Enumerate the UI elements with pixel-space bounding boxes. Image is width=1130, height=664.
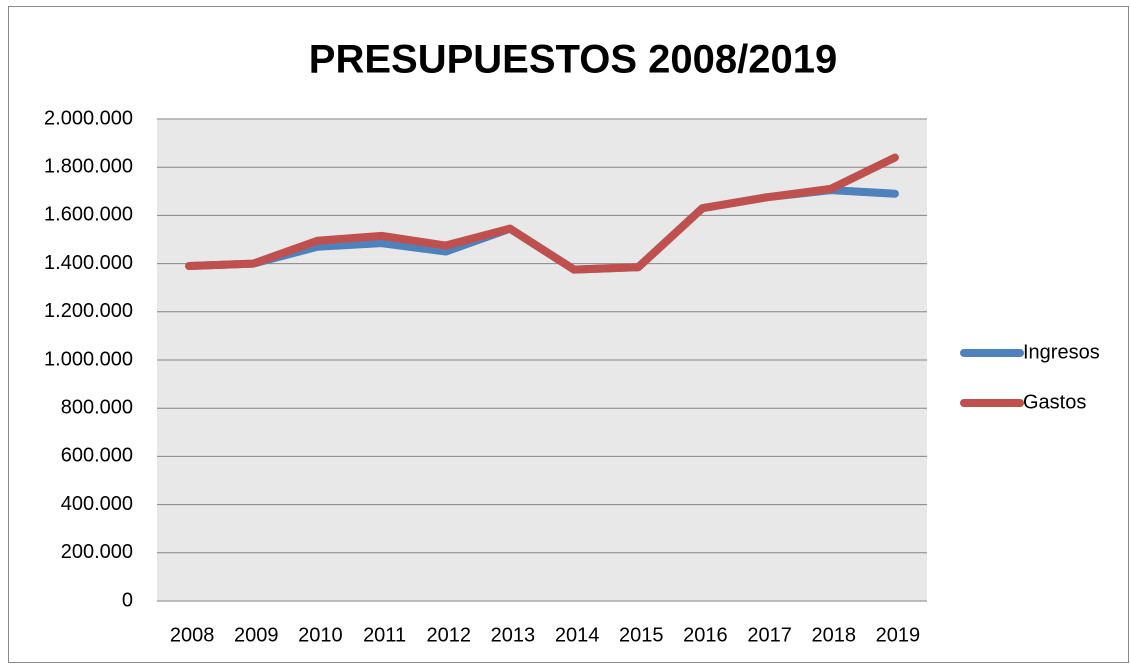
legend-label: Ingresos — [1023, 341, 1100, 363]
x-tick-label: 2015 — [619, 624, 664, 646]
x-tick-label: 2018 — [812, 624, 857, 646]
x-tick-label: 2009 — [234, 624, 279, 646]
x-tick-label: 2017 — [747, 624, 792, 646]
y-tick-label: 800.000 — [61, 396, 133, 418]
y-tick-label: 1.200.000 — [44, 300, 133, 322]
y-tick-label: 400.000 — [61, 493, 133, 515]
x-tick-label: 2012 — [427, 624, 472, 646]
chart-title: PRESUPUESTOS 2008/2019 — [309, 38, 837, 82]
x-tick-label: 2016 — [683, 624, 728, 646]
y-tick-label: 2.000.000 — [44, 107, 133, 129]
y-tick-label: 600.000 — [61, 445, 133, 467]
y-tick-label: 1.800.000 — [44, 155, 133, 177]
y-tick-label: 0 — [122, 589, 133, 611]
y-tick-label: 200.000 — [61, 541, 133, 563]
x-tick-label: 2011 — [363, 624, 406, 646]
series-line — [185, 153, 899, 274]
y-tick-label: 1.600.000 — [44, 204, 133, 226]
y-tick-label: 1.400.000 — [44, 252, 133, 274]
x-tick-label: 2019 — [876, 624, 921, 646]
x-tick-label: 2010 — [298, 624, 343, 646]
legend-label: Gastos — [1023, 391, 1086, 413]
y-tick-label: 1.000.000 — [44, 348, 133, 370]
x-tick-label: 2008 — [170, 624, 215, 646]
x-tick-label: 2013 — [491, 624, 536, 646]
x-tick-label: 2014 — [555, 624, 600, 646]
